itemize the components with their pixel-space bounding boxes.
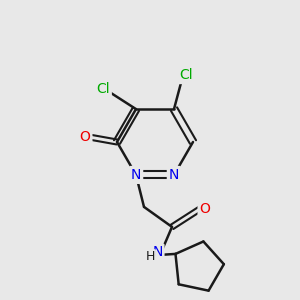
Text: N: N: [169, 168, 179, 182]
Text: O: O: [80, 130, 90, 144]
Text: H: H: [145, 250, 155, 263]
Text: O: O: [200, 202, 210, 216]
Text: N: N: [153, 245, 163, 259]
Text: N: N: [131, 168, 141, 182]
Text: Cl: Cl: [96, 82, 110, 96]
Text: Cl: Cl: [179, 68, 193, 82]
